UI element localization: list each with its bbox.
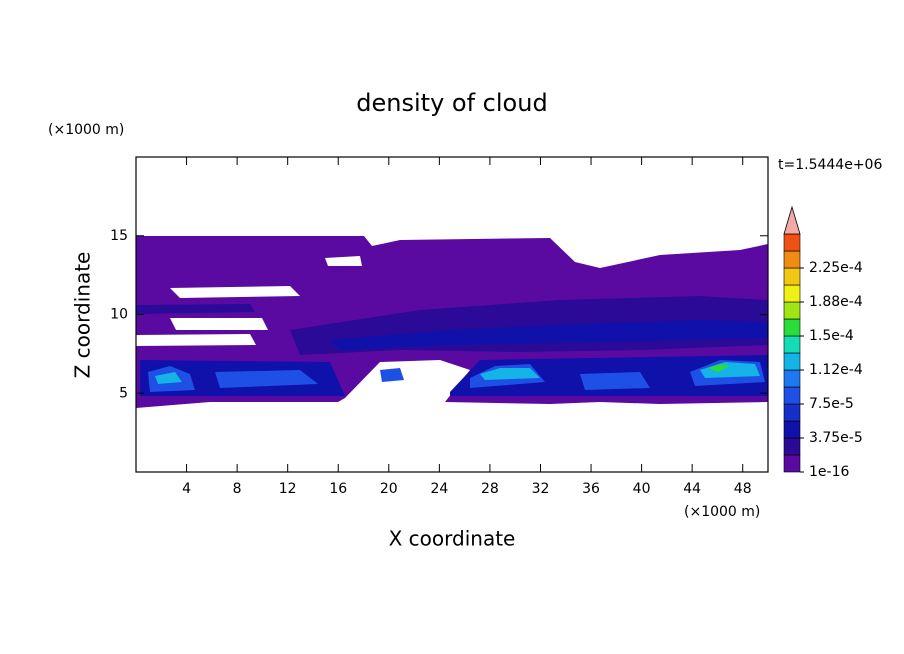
x-tick-label: 44 bbox=[683, 481, 701, 497]
colorbar-band bbox=[783, 352, 801, 371]
x-tick-label: 12 bbox=[279, 481, 297, 497]
colorbar-extension bbox=[783, 205, 801, 235]
x-tick-label: 32 bbox=[532, 481, 550, 497]
colorbar-band bbox=[783, 386, 801, 405]
x-tick-label: 8 bbox=[233, 481, 242, 497]
y-tick-label: 15 bbox=[110, 228, 128, 244]
cloud-region bbox=[148, 360, 765, 392]
colorbar-tick-label: 1.5e-4 bbox=[809, 328, 854, 344]
x-tick-label: 40 bbox=[633, 481, 651, 497]
colorbar-band bbox=[783, 420, 801, 439]
colorbar-tick-label: 1e-16 bbox=[809, 464, 849, 480]
x-axis-label: X coordinate bbox=[389, 527, 516, 551]
colorbar-band bbox=[783, 369, 801, 388]
colorbar-tick-label: 2.25e-4 bbox=[809, 260, 863, 276]
chart-title: density of cloud bbox=[356, 89, 547, 117]
time-label: t=1.5444e+06 bbox=[778, 157, 882, 173]
colorbar-tick-label: 3.75e-5 bbox=[809, 430, 863, 446]
x-tick-label: 36 bbox=[582, 481, 600, 497]
x-tick-label: 24 bbox=[430, 481, 448, 497]
x-tick-label: 20 bbox=[380, 481, 398, 497]
colorbar-tick-label: 1.88e-4 bbox=[809, 294, 863, 310]
x-tick-label: 16 bbox=[329, 481, 347, 497]
colorbar-band bbox=[783, 233, 801, 252]
y-tick-label: 10 bbox=[110, 307, 128, 323]
colorbar-tick-label: 7.5e-5 bbox=[809, 396, 854, 412]
colorbar-band bbox=[783, 318, 801, 337]
contour-field bbox=[136, 214, 768, 408]
y-axis-label: Z coordinate bbox=[71, 252, 95, 379]
colorbar-band bbox=[783, 454, 801, 473]
colorbar-band bbox=[783, 335, 801, 354]
x-tick-label: 4 bbox=[182, 481, 191, 497]
colorbar: 1e-16 3.75e-5 7.5e-5 1.12e-4 1.5e-4 1.88e-4 2.… bbox=[783, 205, 863, 480]
colorbar-band bbox=[783, 301, 801, 320]
x-tick-label: 28 bbox=[481, 481, 499, 497]
colorbar-band bbox=[783, 250, 801, 269]
x-unit: (×1000 m) bbox=[684, 504, 760, 520]
colorbar-tick-label: 1.12e-4 bbox=[809, 362, 863, 378]
x-tick-label: 48 bbox=[734, 481, 752, 497]
colorbar-band bbox=[783, 403, 801, 422]
colorbar-band bbox=[783, 284, 801, 303]
y-tick-label: 5 bbox=[119, 385, 128, 401]
y-unit: (×1000 m) bbox=[48, 122, 124, 138]
colorbar-band bbox=[783, 437, 801, 456]
colorbar-band bbox=[783, 267, 801, 286]
cloud-region bbox=[708, 364, 730, 372]
